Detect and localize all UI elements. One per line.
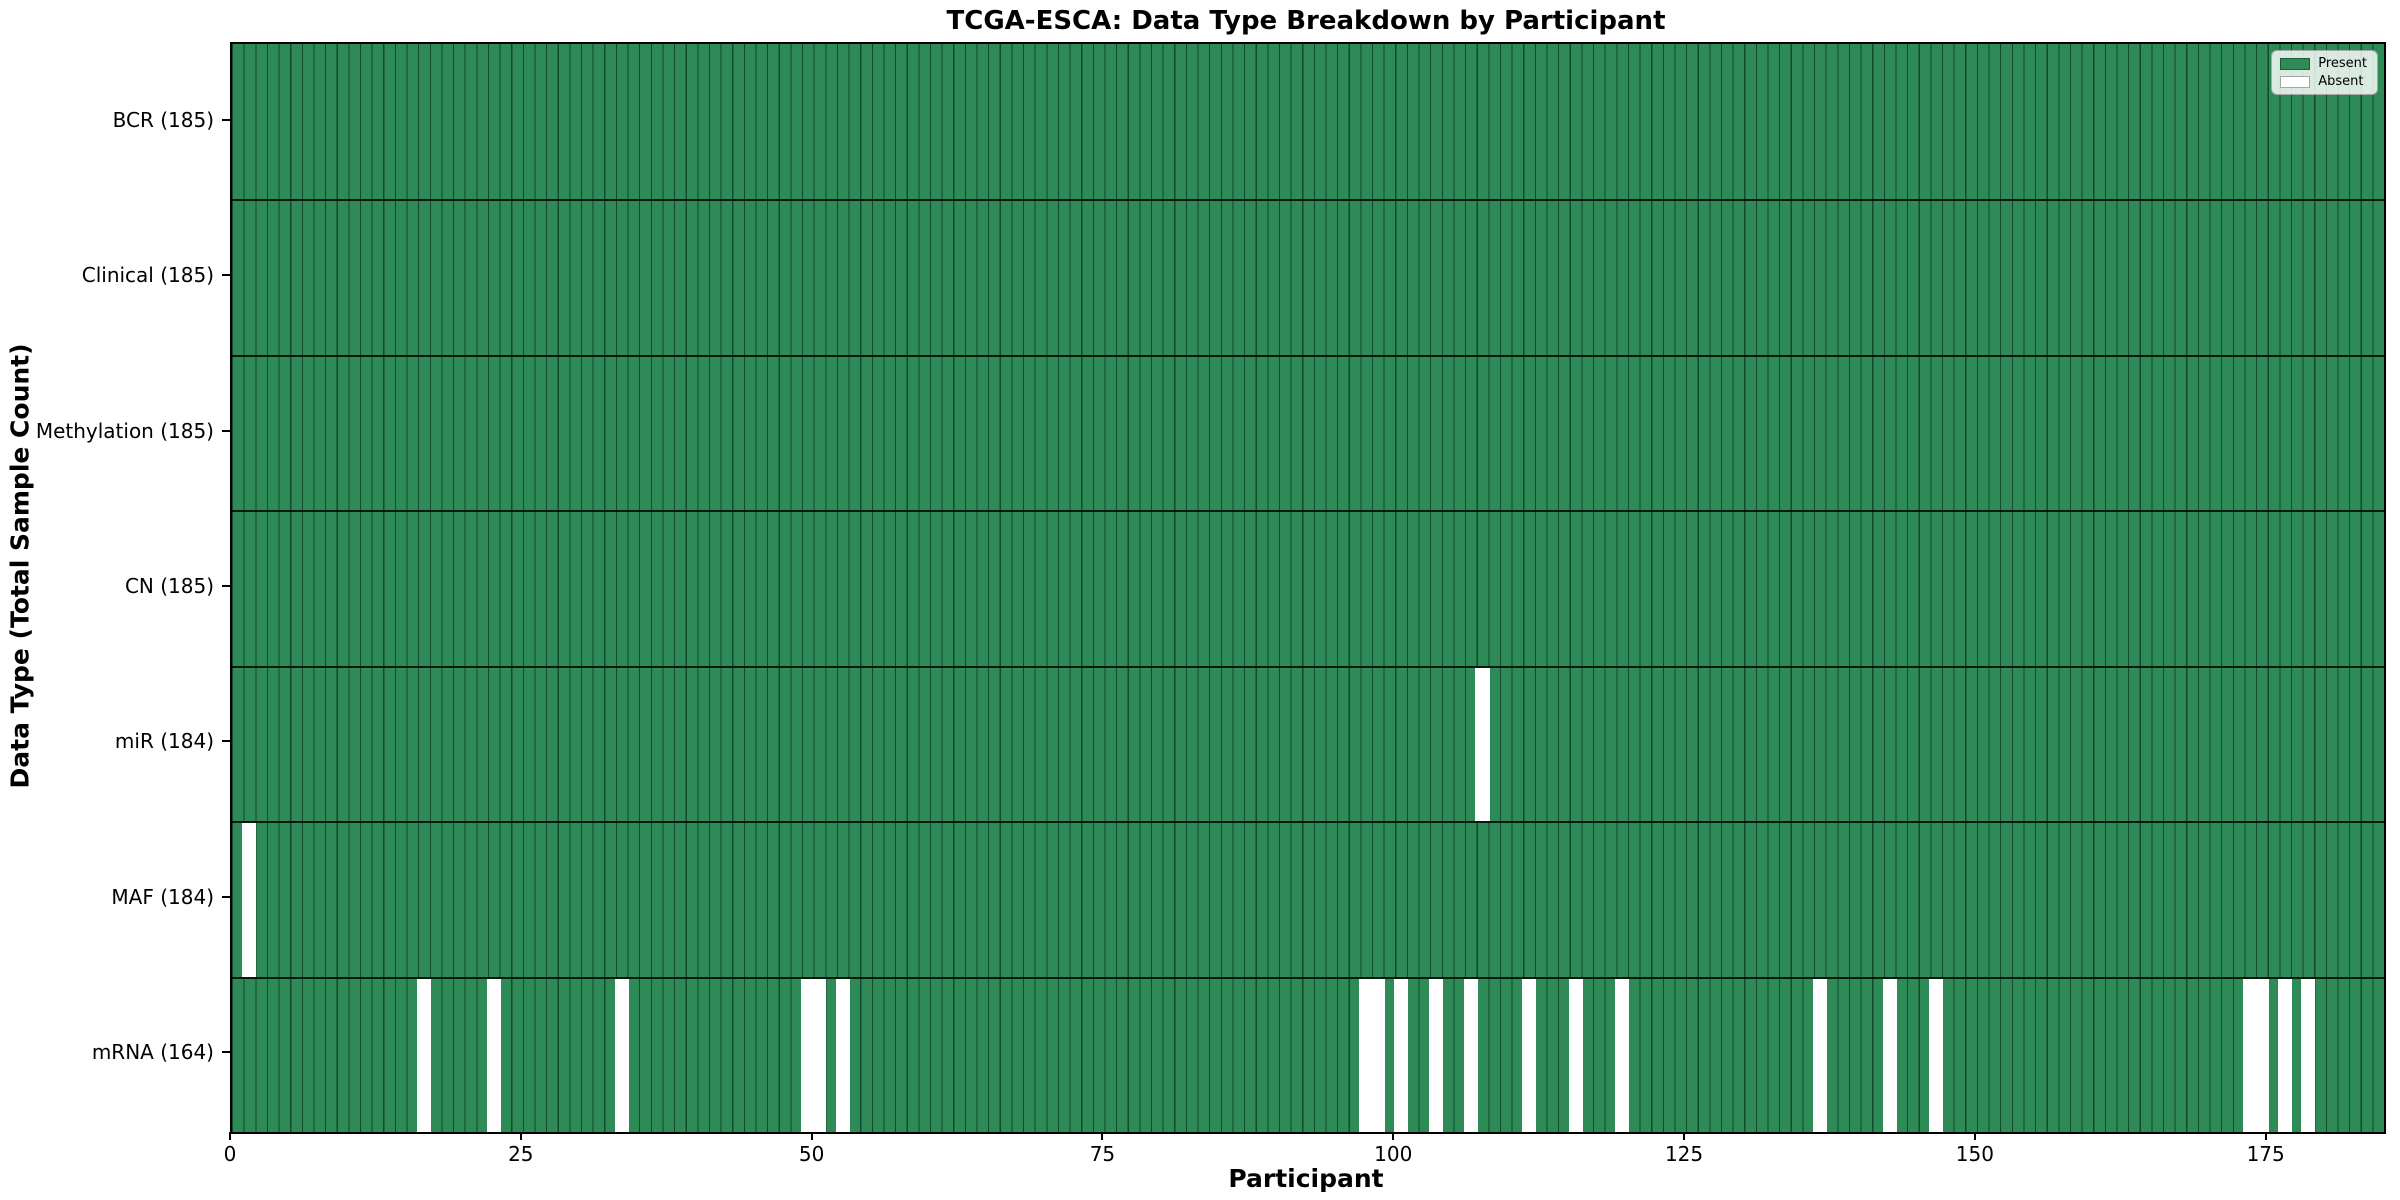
absent-cell [835, 978, 850, 1132]
heatmap-row-MAF [232, 821, 2384, 977]
absent-cell [1394, 978, 1409, 1132]
legend-item-absent: Absent [2280, 75, 2367, 88]
heatmap-plot-area: Present Absent [230, 42, 2386, 1134]
x-tick-mark [2264, 1132, 2267, 1140]
y-tick-mark [222, 1051, 230, 1054]
y-tick-mark [222, 429, 230, 432]
absent-cell [1359, 978, 1374, 1132]
x-tick-label: 25 [508, 1142, 534, 1166]
heatmap-row-BCR [232, 44, 2384, 200]
y-tick-label: Clinical (185) [81, 263, 214, 288]
y-tick-label: Methylation (185) [35, 418, 214, 443]
legend-label: Present [2318, 56, 2367, 71]
absent-cell [1370, 978, 1385, 1132]
absent-cell [1812, 978, 1827, 1132]
x-tick-mark [1101, 1132, 1104, 1140]
y-tick-mark [222, 740, 230, 743]
x-tick-label: 175 [2246, 1142, 2285, 1166]
absent-cell [2278, 978, 2293, 1132]
heatmap-row-CN [232, 510, 2384, 666]
x-tick-mark [519, 1132, 522, 1140]
y-tick-label: CN (185) [124, 574, 214, 598]
absent-cell [1428, 978, 1443, 1132]
legend-label: Absent [2318, 74, 2364, 89]
absent-cell [1929, 978, 1944, 1132]
heatmap-row-Methylation [232, 354, 2384, 511]
y-tick-label: BCR (185) [112, 107, 214, 132]
legend-swatch [2280, 75, 2311, 88]
absent-cell [2243, 978, 2258, 1132]
x-tick-label: 50 [798, 1142, 825, 1166]
heatmap-row-mRNA [232, 976, 2384, 1132]
absent-cell [2301, 978, 2316, 1132]
legend: Present Absent [2271, 50, 2378, 95]
legend-swatch [2280, 57, 2311, 70]
absent-cell [1522, 978, 1537, 1132]
x-tick-mark [1683, 1132, 1686, 1140]
y-tick-mark [222, 274, 230, 277]
x-tick-label: 125 [1664, 1142, 1704, 1166]
absent-cell [1475, 667, 1490, 822]
absent-cell [614, 978, 629, 1132]
x-tick-mark [810, 1132, 813, 1140]
y-axis-label: Data Type (Total Sample Count) [5, 343, 35, 789]
absent-cell [1882, 978, 1897, 1132]
legend-item-present: Present [2280, 57, 2367, 70]
y-tick-mark [222, 118, 230, 121]
y-tick-mark [222, 585, 230, 587]
absent-cell [800, 978, 815, 1132]
absent-cell [242, 823, 257, 977]
heatmap-row-miR [232, 665, 2384, 822]
absent-cell [416, 978, 431, 1132]
absent-cell [486, 978, 501, 1132]
x-axis-label: Participant [1228, 1164, 1384, 1193]
x-tick-mark [1973, 1132, 1976, 1140]
y-tick-mark [222, 895, 230, 898]
absent-cell [812, 978, 827, 1132]
absent-cell [1463, 978, 1478, 1132]
chart-title: TCGA-ESCA: Data Type Breakdown by Partic… [946, 6, 1666, 36]
x-tick-label: 75 [1089, 1142, 1116, 1166]
y-tick-label: MAF (184) [111, 884, 214, 909]
absent-cell [1568, 978, 1583, 1132]
absent-cell [2254, 978, 2269, 1132]
x-tick-label: 150 [1955, 1142, 1994, 1166]
absent-cell [1615, 978, 1630, 1132]
heatmap-row-Clinical [232, 199, 2384, 355]
x-tick-mark [229, 1132, 231, 1140]
x-tick-label: 0 [223, 1142, 237, 1166]
y-tick-label: miR (184) [114, 729, 214, 754]
x-tick-label: 100 [1374, 1142, 1413, 1166]
x-tick-mark [1392, 1132, 1395, 1140]
y-tick-label: mRNA (164) [91, 1040, 214, 1065]
